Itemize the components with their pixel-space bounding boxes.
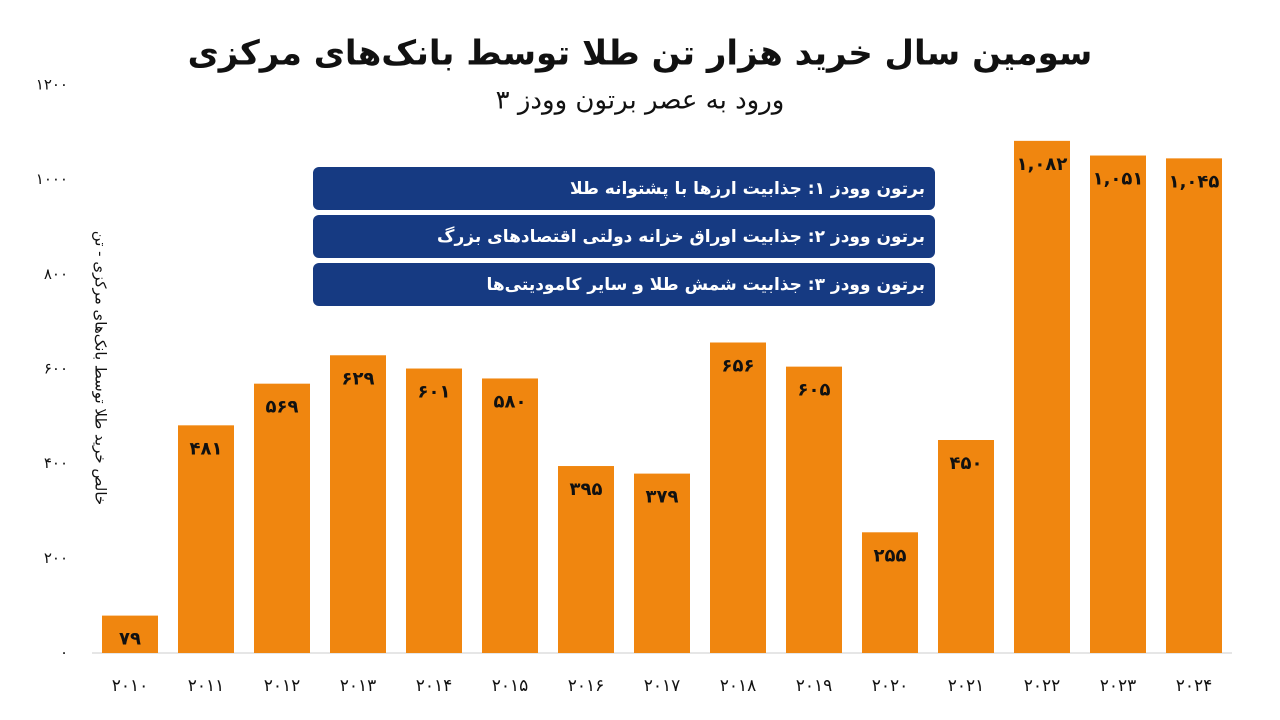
bar (786, 366, 842, 653)
value-label: ۵۶۹ (266, 397, 299, 418)
value-label: ۴۵۰ (950, 453, 983, 474)
annotation-box (313, 263, 935, 306)
x-tick-label: ۲۰۲۴ (1176, 676, 1213, 696)
x-tick-label: ۲۰۱۰ (112, 676, 149, 696)
bar (862, 532, 918, 653)
y-axis-label: خالص خرید طلا توسط بانک‌های مرکزی - تن (92, 231, 110, 505)
bar (254, 383, 310, 653)
bar (634, 473, 690, 653)
annotation-text: برتون وودز ۱: جذابیت ارزها با پشتوانه طل… (570, 179, 925, 199)
value-label: ۲۵۵ (874, 545, 907, 566)
x-tick-label: ۲۰۲۳ (1100, 676, 1137, 696)
x-tick-label: ۲۰۲۲ (1024, 676, 1061, 696)
value-label: ۶۵۶ (722, 355, 755, 376)
x-tick-label: ۲۰۱۴ (416, 676, 453, 696)
value-label: ۱,۰۸۲ (1017, 154, 1068, 175)
chart-title: سومین سال خرید هزار تن طلا توسط بانک‌های… (188, 34, 1093, 74)
value-label: ۷۹ (119, 629, 141, 650)
bar (102, 615, 158, 653)
y-tick-label: ۲۰۰ (44, 549, 68, 567)
value-label: ۶۰۵ (798, 380, 831, 401)
bar (938, 440, 994, 653)
value-label: ۴۸۱ (190, 438, 223, 459)
x-tick-label: ۲۰۱۵ (492, 676, 529, 696)
value-label: ۱,۰۴۵ (1169, 171, 1220, 192)
value-label: ۱,۰۵۱ (1093, 169, 1144, 190)
annotation-text: برتون وودز ۳: جذابیت شمش طلا و سایر کامو… (487, 275, 925, 295)
bar (1166, 158, 1222, 653)
y-tick-label: ۱۰۰۰ (36, 170, 68, 188)
x-tick-label: ۲۰۱۲ (264, 676, 301, 696)
y-tick-label: ۱۲۰۰ (36, 76, 68, 94)
y-tick-label: ۶۰۰ (44, 360, 68, 378)
bar (178, 425, 234, 653)
value-label: ۶۲۹ (342, 368, 375, 389)
x-tick-label: ۲۰۱۷ (644, 676, 681, 696)
x-tick-label: ۲۰۱۳ (340, 676, 377, 696)
bar (406, 368, 462, 653)
x-tick-label: ۲۰۱۱ (188, 676, 225, 696)
value-label: ۵۸۰ (494, 391, 527, 412)
x-tick-label: ۲۰۱۸ (720, 676, 757, 696)
bar (482, 378, 538, 653)
y-tick-label: ۰ (60, 644, 68, 662)
bar (558, 466, 614, 653)
chart-subtitle: ورود به عصر برتون وودز ۳ (496, 86, 785, 116)
y-tick-label: ۸۰۰ (44, 265, 68, 283)
value-label: ۶۰۱ (418, 382, 451, 403)
x-tick-label: ۲۰۱۹ (796, 676, 833, 696)
bar (1090, 155, 1146, 653)
annotation-box (313, 167, 935, 210)
x-tick-label: ۲۰۲۰ (872, 676, 909, 696)
y-tick-label: ۴۰۰ (44, 454, 68, 472)
bar (1014, 140, 1070, 653)
x-tick-label: ۲۰۱۶ (568, 676, 605, 696)
annotation-text: برتون وودز ۲: جذابیت اوراق خزانه دولتی ا… (437, 227, 925, 247)
value-label: ۳۷۹ (646, 487, 679, 508)
x-tick-label: ۲۰۲۱ (948, 676, 985, 696)
bar (330, 355, 386, 653)
value-label: ۳۹۵ (570, 479, 603, 500)
bar (710, 342, 766, 653)
annotation-box (313, 215, 935, 258)
